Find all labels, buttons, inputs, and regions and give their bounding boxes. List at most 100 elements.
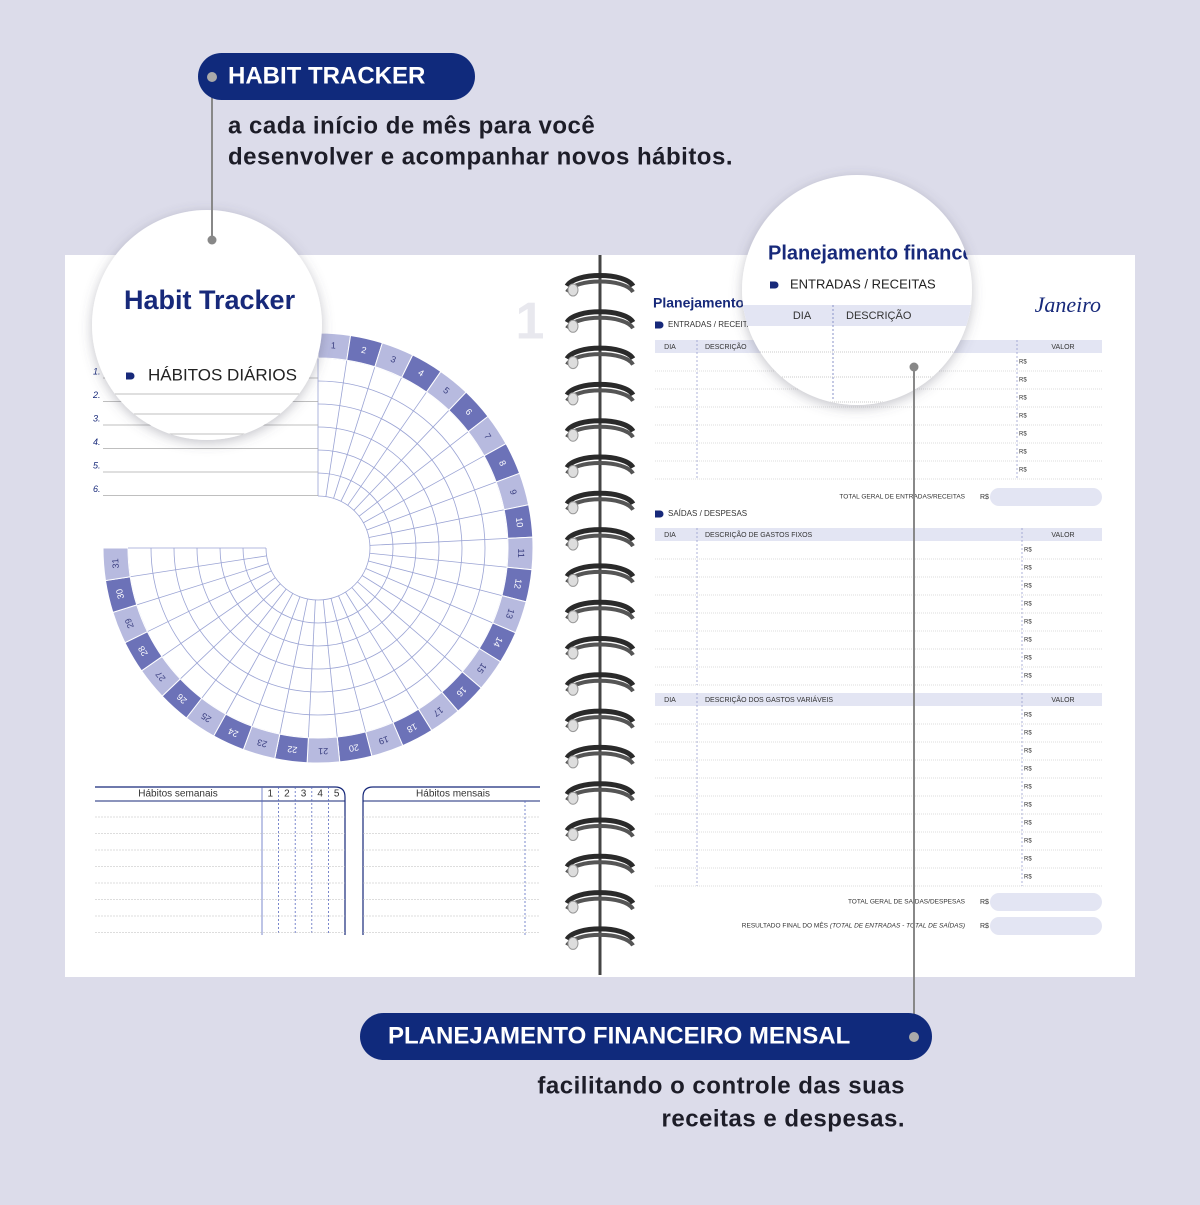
weekly-frame (95, 786, 346, 935)
day-number: 5 (441, 385, 451, 396)
spiral-ring (564, 563, 636, 579)
spiral-hole (567, 828, 579, 841)
spiral-ring (564, 890, 636, 905)
wheel-spoke (161, 577, 276, 657)
day-number: 19 (377, 734, 390, 747)
wheel-spoke (353, 410, 450, 511)
callout-text: desenvolver e acompanhar novos hábitos. (228, 143, 733, 170)
spiral-ring (564, 273, 636, 288)
result-note: (TOTAL DE ENTRADAS - TOTAL DE SAÍDAS) (830, 921, 965, 930)
wheel-spoke (351, 587, 443, 693)
currency: R$ (1019, 360, 1027, 366)
day-number: 1 (331, 340, 337, 350)
wheel-ring (265, 495, 371, 601)
wheel-spoke (358, 431, 469, 517)
callout-text: receitas e despesas. (662, 1105, 906, 1132)
column-header: DESCRIÇÃO DOS GASTOS VARIÁVEIS (705, 695, 833, 704)
currency: R$ (1019, 378, 1027, 384)
spiral-ring (564, 781, 636, 796)
day-number: 6 (463, 407, 474, 417)
currency: R$ (1024, 656, 1032, 662)
wheel-spoke (180, 583, 281, 680)
column-header: DIA (664, 344, 676, 351)
wheel-spoke (307, 599, 316, 738)
day-number: 4 (416, 367, 425, 378)
currency: R$ (1024, 584, 1032, 590)
day-number: 29 (123, 617, 136, 630)
monthly-title: Hábitos mensais (416, 789, 490, 800)
day-number: 30 (114, 588, 126, 600)
wheel-spoke (366, 481, 497, 531)
currency: R$ (1024, 566, 1032, 572)
spiral-ring (564, 345, 636, 361)
wheel-spoke (363, 455, 485, 524)
habit-number: 1. (93, 366, 101, 376)
zoom-title: Habit Tracker (124, 285, 296, 315)
spiral-hole (567, 900, 579, 914)
habit-number: 2. (92, 390, 101, 400)
spiral-ring (564, 744, 636, 760)
callout-text: a cada início de mês para você (228, 112, 595, 139)
spiral-ring (564, 490, 636, 506)
wheel-spoke (345, 591, 419, 710)
day-number: 2 (360, 345, 367, 356)
habit-number: 4. (93, 437, 101, 447)
day-number: 8 (497, 459, 508, 468)
currency: R$ (1024, 767, 1032, 773)
column-header: DESCRIÇÃO (705, 342, 747, 351)
day-number: 25 (199, 711, 213, 725)
section-label: ENTRADAS / RECEITAS (668, 320, 758, 329)
zoom-title: Planejamento financeiro (768, 242, 999, 264)
currency: R$ (1024, 713, 1032, 719)
wheel-spoke (368, 509, 505, 538)
day-number: 18 (405, 721, 419, 735)
currency: R$ (1019, 450, 1027, 456)
zoom-header (742, 305, 972, 326)
spiral-hole (567, 719, 579, 733)
callout-text: facilitando o controle das suas (537, 1072, 905, 1099)
wheel-spoke (338, 595, 394, 723)
spiral-hole (567, 682, 579, 696)
spiral-ring (564, 672, 636, 687)
day-number: 20 (348, 742, 360, 754)
day-number: 24 (227, 726, 240, 739)
currency: R$ (1024, 839, 1032, 845)
currency: R$ (980, 923, 989, 930)
zoom-section: HÁBITOS DIÁRIOS (148, 365, 297, 384)
day-number: 15 (475, 661, 489, 675)
spiral-ring (564, 636, 636, 651)
spiral-hole (567, 319, 579, 333)
day-number: 3 (389, 354, 397, 365)
currency: R$ (1019, 396, 1027, 402)
spiral-ring (564, 454, 636, 470)
pin (207, 235, 217, 245)
spiral-ring (564, 708, 636, 724)
day-number: 13 (504, 607, 517, 620)
wheel-spoke (347, 391, 427, 506)
wheel-spoke (369, 537, 508, 546)
day-number: 12 (512, 578, 524, 590)
wheel-spoke (333, 366, 376, 499)
zoom-right: Planejamento financeiro ENTRADAS / RECEIT… (742, 242, 999, 403)
currency: R$ (1019, 468, 1027, 474)
zoom-column: DESCRIÇÃO (846, 309, 912, 322)
spiral-hole (567, 356, 579, 370)
callout-title: HABIT TRACKER (228, 62, 425, 89)
table-header (655, 528, 1102, 541)
month: Janeiro (1035, 292, 1101, 317)
total-label: TOTAL GERAL DE SAÍDAS/DESPESAS (848, 897, 966, 906)
currency: R$ (980, 899, 989, 906)
currency: R$ (1024, 638, 1032, 644)
monthly-frame (362, 786, 540, 935)
spiral-hole (567, 501, 579, 515)
spiral-hole (567, 465, 579, 478)
habit-number: 3. (93, 413, 101, 423)
wheel-spoke (225, 593, 294, 715)
currency: R$ (1024, 857, 1032, 863)
currency: R$ (1024, 674, 1032, 680)
day-number: 10 (514, 517, 525, 528)
currency: R$ (1024, 620, 1032, 626)
wheel-spoke (357, 581, 463, 673)
day-number: 17 (431, 705, 445, 719)
